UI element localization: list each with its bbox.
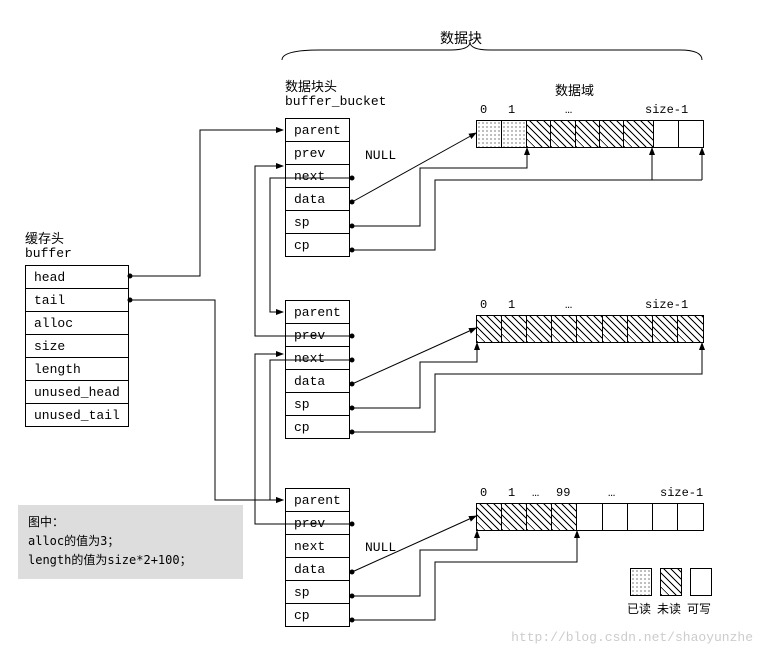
buffer-field: size (26, 335, 129, 358)
buffer-title-en: buffer (25, 246, 72, 261)
note-box: 图中： alloc的值为3； length的值为size*2+100； (18, 505, 243, 579)
buffer-table: head tail alloc size length unused_head … (25, 265, 129, 427)
legend-unread-swatch (660, 568, 682, 596)
buffer-title-zh: 缓存头 (25, 228, 64, 247)
datablock-3 (476, 503, 704, 531)
bucket-field: parent (286, 301, 350, 324)
bucket3-table: parent prev next data sp cp (285, 488, 350, 627)
bucket-field: prev (286, 324, 350, 347)
note-line: length的值为size*2+100； (28, 551, 233, 570)
watermark: http://blog.csdn.net/shaoyunzhe (511, 630, 753, 645)
legend-read: 已读 (627, 600, 651, 617)
bucket-field: parent (286, 489, 350, 512)
buffer-field: length (26, 358, 129, 381)
idx2-0: 0 (480, 298, 487, 312)
buffer-field: alloc (26, 312, 129, 335)
bucket-field: next (286, 347, 350, 370)
bucket-field: next (286, 165, 350, 188)
bucket-field: next (286, 535, 350, 558)
bucket-field: cp (286, 604, 350, 627)
legend-read-swatch (630, 568, 652, 596)
idx-1: 1 (508, 103, 515, 117)
datablock-2 (476, 315, 704, 343)
note-line: alloc的值为3； (28, 532, 233, 551)
datablock-1 (476, 120, 704, 148)
bucket1-table: parent prev next data sp cp (285, 118, 350, 257)
buffer-field: unused_head (26, 381, 129, 404)
title-data-block: 数据块 (440, 28, 482, 48)
idx-0: 0 (480, 103, 487, 117)
bucket-field: parent (286, 119, 350, 142)
idx3-size-1: size-1 (660, 486, 703, 500)
buffer-field: unused_tail (26, 404, 129, 427)
buffer-field: tail (26, 289, 129, 312)
bucket-title-zh: 数据块头 (285, 76, 337, 95)
idx2-dots: … (565, 298, 572, 312)
idx-dots: … (565, 103, 572, 117)
null-label-3: NULL (365, 540, 396, 555)
bucket-field: sp (286, 393, 350, 416)
data-field-title: 数据域 (555, 80, 594, 99)
idx-size-1: size-1 (645, 103, 688, 117)
idx3-99: 99 (556, 486, 570, 500)
bucket-field: cp (286, 416, 350, 439)
buffer-field: head (26, 266, 129, 289)
bucket-field: data (286, 558, 350, 581)
legend-write: 可写 (687, 600, 711, 617)
idx3-0: 0 (480, 486, 487, 500)
legend-unread: 未读 (657, 600, 681, 617)
bucket-field: prev (286, 512, 350, 535)
bucket-field: sp (286, 211, 350, 234)
idx3-1: 1 (508, 486, 515, 500)
bucket2-table: parent prev next data sp cp (285, 300, 350, 439)
note-line: 图中： (28, 513, 233, 532)
bucket-field: sp (286, 581, 350, 604)
idx3-dots2: … (608, 486, 615, 500)
bucket-title-en: buffer_bucket (285, 94, 386, 109)
bucket-field: data (286, 370, 350, 393)
idx2-size-1: size-1 (645, 298, 688, 312)
idx3-dots1: … (532, 486, 539, 500)
bucket-field: prev (286, 142, 350, 165)
idx2-1: 1 (508, 298, 515, 312)
bucket-field: cp (286, 234, 350, 257)
legend-write-swatch (690, 568, 712, 596)
null-label-1: NULL (365, 148, 396, 163)
bucket-field: data (286, 188, 350, 211)
